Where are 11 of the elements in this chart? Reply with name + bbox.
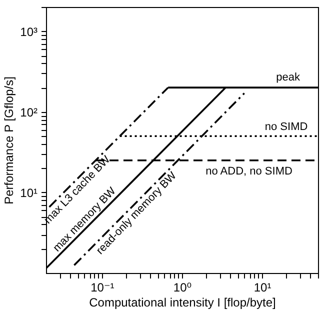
series-label: peak xyxy=(276,72,300,84)
y-tick-label: 10³ xyxy=(20,24,38,39)
y-tick-label: 10¹ xyxy=(20,186,38,200)
x-tick-label: 10⁰ xyxy=(173,280,192,294)
series-label: no ADD, no SIMD xyxy=(206,165,292,178)
x-tick-label: 10⁻¹ xyxy=(90,280,114,294)
y-axis-title: Performance P [Gflop/s] xyxy=(2,76,16,204)
x-axis-title: Computational intensity I [flop/byte] xyxy=(89,296,276,310)
y-tick-label: 10² xyxy=(20,105,38,120)
series-label: no SIMD xyxy=(264,121,308,134)
x-tick-label: 10¹ xyxy=(254,280,272,294)
